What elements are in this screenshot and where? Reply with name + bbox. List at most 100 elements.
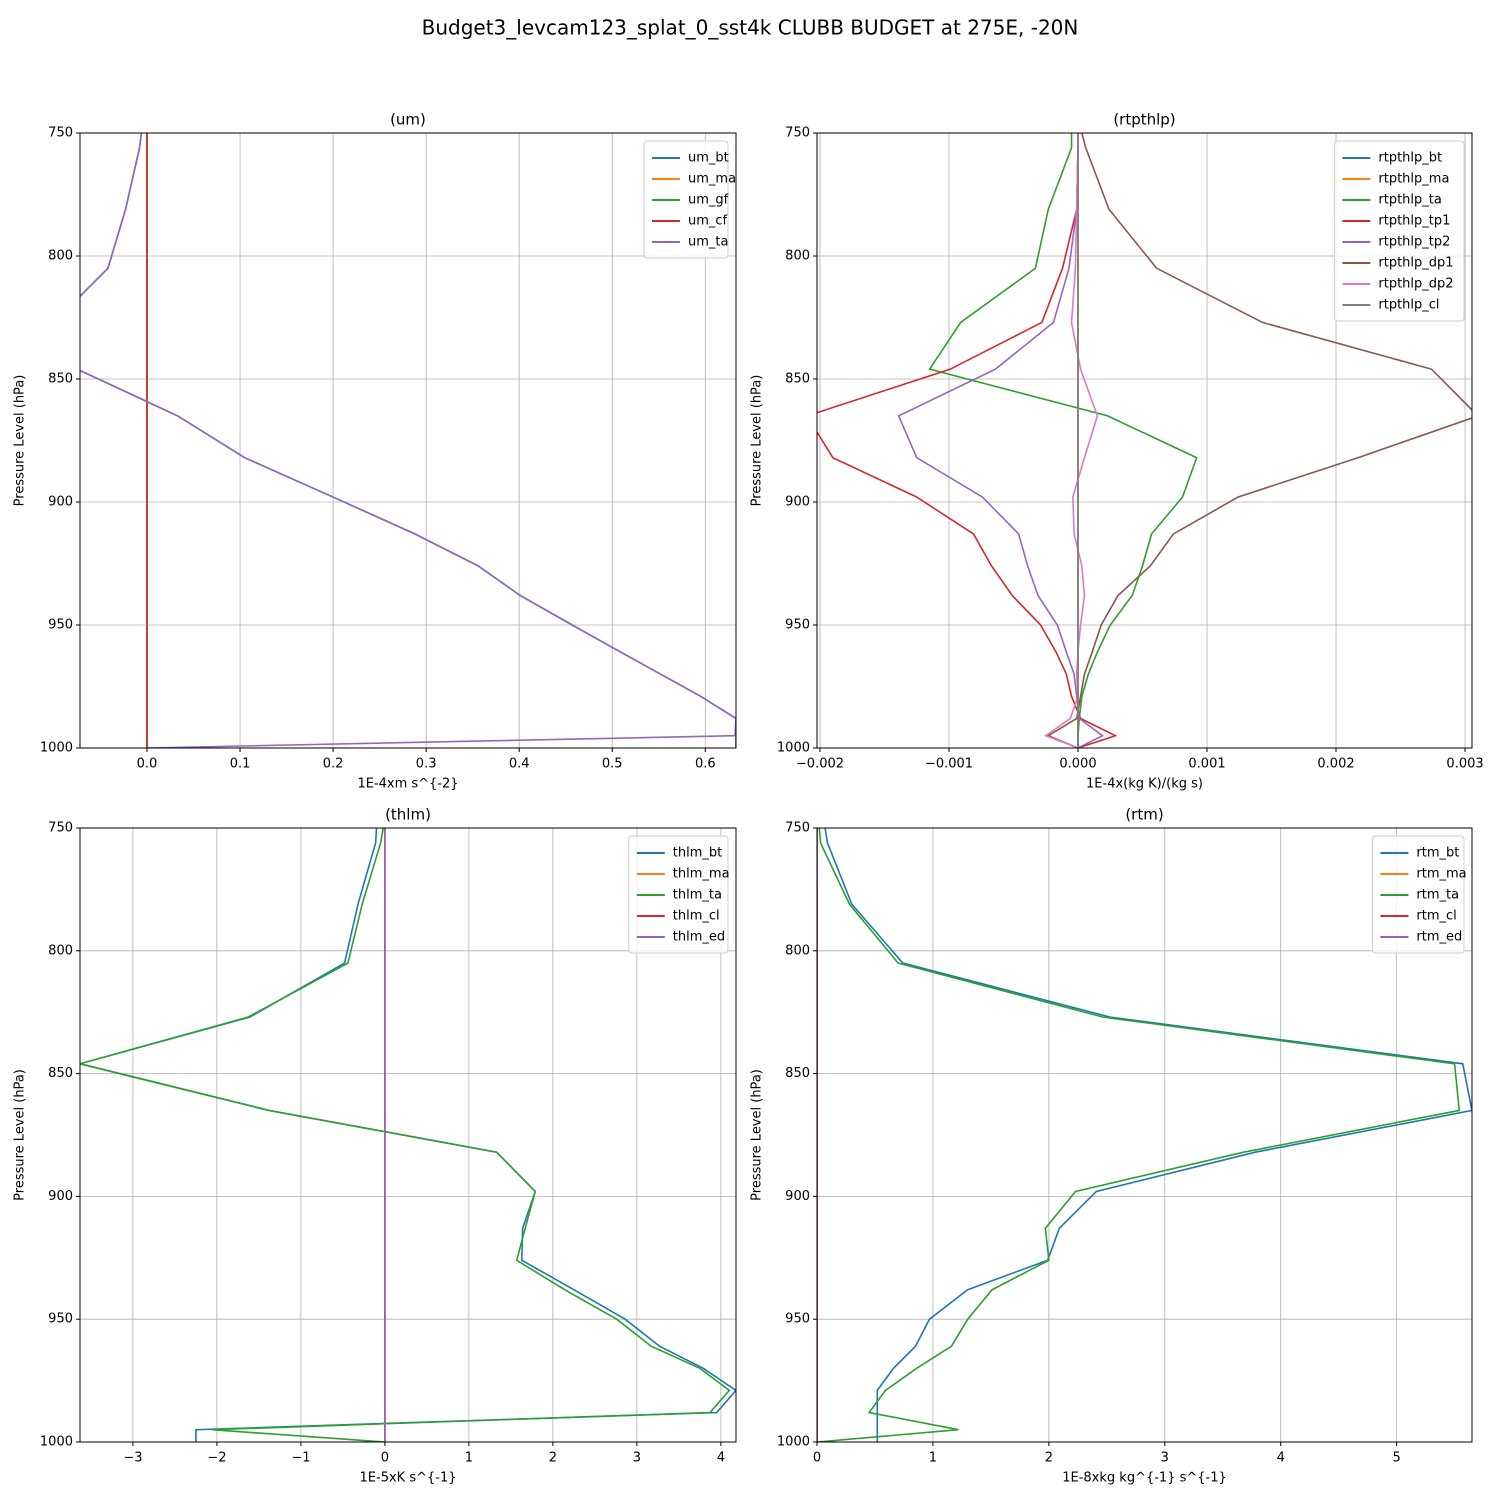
panel-title: (rtpthlp) <box>1113 111 1175 129</box>
x-tick-label: 2 <box>549 1451 557 1466</box>
axes-frame <box>79 827 737 1443</box>
x-tick-label: 2 <box>1045 1451 1053 1466</box>
legend-label: um_bt <box>688 151 729 166</box>
x-tick-label: 4 <box>717 1451 725 1466</box>
y-tick-label: 800 <box>48 249 73 264</box>
legend-label: rtpthlp_dp2 <box>1378 277 1453 292</box>
panel: (thlm) 1E-5xK s^{-1} Pressure Level (hPa) −… <box>13 806 737 1486</box>
x-tick-label: 0.3 <box>416 757 437 772</box>
series-line <box>928 133 1198 748</box>
x-tick-label: 0 <box>381 1451 389 1466</box>
x-tick-label: 1 <box>929 1451 937 1466</box>
axes-frame <box>816 827 1473 1443</box>
legend-label: rtpthlp_dp1 <box>1378 256 1453 271</box>
legend-label: um_gf <box>688 193 729 208</box>
legend-box <box>628 835 729 954</box>
panel-title: (thlm) <box>385 806 431 824</box>
y-tick-label: 1000 <box>40 1435 73 1450</box>
series-line <box>817 828 1461 1442</box>
y-axis-label: Pressure Level (hPa) <box>750 1069 765 1201</box>
x-tick-label: −0.002 <box>796 757 844 772</box>
legend-label: rtm_ed <box>1416 930 1462 945</box>
legend-label: um_cf <box>688 214 728 229</box>
y-tick-label: 750 <box>785 821 810 836</box>
panel: (um) 1E-4xm s^{-2} Pressure Level (hPa) 0.0… <box>13 111 737 792</box>
series-line <box>80 133 736 748</box>
x-tick-label: 0.0 <box>137 757 158 772</box>
y-tick-label: 850 <box>48 1066 73 1081</box>
x-tick-label: 4 <box>1277 1451 1285 1466</box>
y-tick-label: 900 <box>48 495 73 510</box>
series-line <box>1046 133 1472 748</box>
y-tick-label: 750 <box>785 126 810 141</box>
x-tick-label: 5 <box>1393 1451 1401 1466</box>
y-tick-label: 900 <box>48 1189 73 1204</box>
legend-label: thlm_ta <box>673 888 722 903</box>
x-tick-label: 0.003 <box>1446 757 1483 772</box>
legend-label: um_ma <box>688 172 736 187</box>
y-tick-label: 750 <box>48 126 73 141</box>
panel: (rtpthlp) 1E-4x(kg K)/(kg s) Pressure Leve… <box>750 111 1484 792</box>
x-tick-label: 0.5 <box>602 757 623 772</box>
legend-label: rtpthlp_tp2 <box>1378 235 1450 250</box>
series-line <box>897 133 1105 748</box>
series-line <box>824 828 1472 1442</box>
x-tick-label: 0.001 <box>1188 757 1225 772</box>
x-tick-label: 0.002 <box>1317 757 1354 772</box>
figure-title: Budget3_levcam123_splat_0_sst4k CLUBB BU… <box>422 16 1079 40</box>
x-tick-label: 1 <box>465 1451 473 1466</box>
lines <box>80 133 736 748</box>
legend-label: rtpthlp_bt <box>1378 151 1442 166</box>
y-tick-label: 800 <box>48 943 73 958</box>
x-axis-label: 1E-5xK s^{-1} <box>360 1471 457 1486</box>
y-axis-label: Pressure Level (hPa) <box>13 375 28 507</box>
legend-label: rtm_ta <box>1416 888 1459 903</box>
legend-box <box>1333 140 1465 322</box>
series-line <box>817 133 1118 748</box>
series-line <box>80 828 731 1442</box>
legend-label: rtm_cl <box>1416 909 1456 924</box>
x-tick-label: −1 <box>291 1451 310 1466</box>
y-tick-label: 900 <box>785 1189 810 1204</box>
x-tick-label: −0.001 <box>925 757 973 772</box>
x-tick-label: 0.000 <box>1059 757 1096 772</box>
x-tick-label: 3 <box>1161 1451 1169 1466</box>
x-axis-label: 1E-4xm s^{-2} <box>357 777 458 792</box>
legend-label: thlm_bt <box>673 846 722 861</box>
x-tick-label: −2 <box>207 1451 226 1466</box>
legend-label: rtm_ma <box>1416 867 1466 882</box>
legend-label: rtpthlp_cl <box>1378 298 1439 313</box>
lines <box>817 133 1472 748</box>
y-tick-label: 850 <box>785 1066 810 1081</box>
x-tick-label: 0.2 <box>323 757 344 772</box>
y-tick-label: 950 <box>48 618 73 633</box>
series-line <box>80 828 736 1442</box>
legend-label: thlm_ed <box>673 930 725 945</box>
x-axis-label: 1E-4x(kg K)/(kg s) <box>1086 777 1203 792</box>
y-tick-label: 800 <box>785 249 810 264</box>
x-axis-label: 1E-8xkg kg^{-1} s^{-1} <box>1062 1471 1227 1486</box>
y-tick-label: 950 <box>785 618 810 633</box>
x-tick-label: 0.1 <box>230 757 251 772</box>
y-tick-label: 950 <box>785 1312 810 1327</box>
legend-label: thlm_cl <box>673 909 720 924</box>
y-axis-label: Pressure Level (hPa) <box>750 375 765 507</box>
x-tick-label: 0.4 <box>509 757 530 772</box>
y-tick-label: 1000 <box>777 741 810 756</box>
panel-title: (rtm) <box>1125 806 1163 824</box>
lines <box>80 828 736 1442</box>
legend-label: thlm_ma <box>673 867 730 882</box>
y-axis-label: Pressure Level (hPa) <box>13 1069 28 1201</box>
legend-box <box>643 140 729 259</box>
y-tick-label: 1000 <box>777 1435 810 1450</box>
axes-frame <box>816 132 1473 749</box>
x-tick-label: 0 <box>813 1451 821 1466</box>
legend-label: rtpthlp_ma <box>1378 172 1449 187</box>
x-tick-label: −3 <box>123 1451 142 1466</box>
legend-label: rtpthlp_tp1 <box>1378 214 1450 229</box>
y-tick-label: 850 <box>785 372 810 387</box>
legend-label: rtm_bt <box>1416 846 1459 861</box>
legend-label: um_ta <box>688 235 728 250</box>
